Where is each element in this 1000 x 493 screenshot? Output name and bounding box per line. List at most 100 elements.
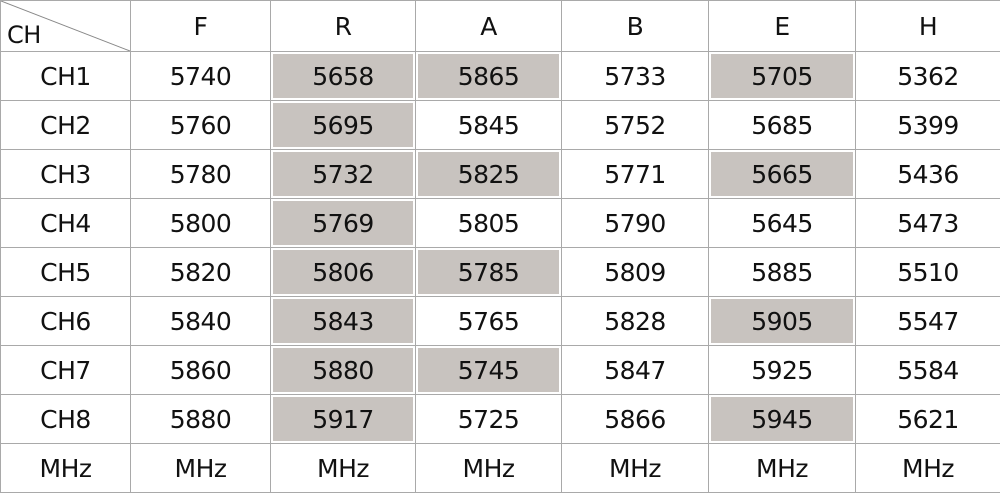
frequency-cell: 5510 [855,247,1000,297]
row-label-cell: CH1 [0,51,131,101]
frequency-value: 5745 [457,355,520,385]
frequency-cell: 5732 [270,149,416,199]
unit-label: MHz [462,453,516,483]
column-header-label: R [334,11,352,41]
frequency-cell: 5745 [415,345,562,395]
row-label: CH4 [40,208,91,238]
frequency-value: 5771 [604,159,666,189]
frequency-value: 5362 [897,61,959,91]
frequency-cell: 5785 [415,247,562,297]
frequency-cell: 5905 [708,296,856,346]
frequency-value: 5685 [751,110,813,140]
frequency-cell: 5733 [561,51,709,101]
frequency-value: 5880 [169,404,232,434]
frequency-value: 5845 [457,110,520,140]
unit-cell: MHz [270,443,416,493]
frequency-cell: 5825 [415,149,562,199]
frequency-value: 5925 [751,355,813,385]
column-header-label: A [480,11,497,41]
frequency-value: 5725 [457,404,520,434]
row-label: CH6 [40,306,91,336]
unit-label: MHz [174,453,228,483]
frequency-value: 5860 [169,355,232,385]
frequency-cell: 5760 [130,100,271,150]
corner-label: CH [7,21,41,49]
frequency-value: 5780 [169,159,232,189]
frequency-cell: 5845 [415,100,562,150]
frequency-value: 5905 [751,306,813,336]
frequency-value: 5800 [169,208,232,238]
unit-cell: MHz [0,443,131,493]
unit-label: MHz [317,453,370,483]
frequency-cell: 5584 [855,345,1000,395]
frequency-cell: 5866 [561,394,709,444]
frequency-value: 5785 [457,257,520,287]
frequency-cell: 5769 [270,198,416,248]
row-label: CH5 [40,257,91,287]
frequency-cell: 5820 [130,247,271,297]
frequency-cell: 5665 [708,149,856,199]
frequency-value: 5866 [604,404,666,434]
frequency-cell: 5399 [855,100,1000,150]
frequency-value: 5665 [751,159,813,189]
frequency-value: 5809 [604,257,666,287]
unit-cell: MHz [415,443,562,493]
header-row: CH F R A B E H [0,0,1000,52]
unit-label: MHz [756,453,809,483]
frequency-cell: 5740 [130,51,271,101]
frequency-value: 5806 [312,257,374,287]
frequency-cell: 5658 [270,51,416,101]
frequency-value: 5790 [604,208,666,238]
frequency-cell: 5880 [270,345,416,395]
table-row: CH8 5880 5917 5725 5866 5945 5621 [0,394,1000,444]
column-header-label: F [193,11,208,41]
column-header-label: H [918,11,938,41]
frequency-cell: 5621 [855,394,1000,444]
row-label-cell: CH2 [0,100,131,150]
row-label: CH7 [40,355,91,385]
frequency-value: 5865 [457,61,520,91]
column-header-h: H [855,0,1000,52]
frequency-value: 5510 [897,257,959,287]
unit-row: MHz MHz MHz MHz MHz MHz MHz [0,443,1000,493]
frequency-cell: 5752 [561,100,709,150]
row-label: CH1 [40,61,91,91]
frequency-cell: 5473 [855,198,1000,248]
row-label: CH8 [40,404,91,434]
frequency-cell: 5771 [561,149,709,199]
column-header-f: F [130,0,271,52]
table-row: CH2 5760 5695 5845 5752 5685 5399 [0,100,1000,150]
frequency-value: 5847 [604,355,666,385]
frequency-cell: 5362 [855,51,1000,101]
row-label: CH2 [40,110,91,140]
frequency-cell: 5800 [130,198,271,248]
frequency-value: 5732 [312,159,374,189]
unit-label: MHz [39,453,93,483]
frequency-cell: 5925 [708,345,856,395]
frequency-value: 5473 [897,208,959,238]
frequency-cell: 5765 [415,296,562,346]
frequency-cell: 5805 [415,198,562,248]
frequency-cell: 5725 [415,394,562,444]
frequency-cell: 5885 [708,247,856,297]
frequency-cell: 5843 [270,296,416,346]
table-row: CH3 5780 5732 5825 5771 5665 5436 [0,149,1000,199]
row-label-cell: CH8 [0,394,131,444]
unit-cell: MHz [855,443,1000,493]
frequency-value: 5945 [751,404,813,434]
frequency-value: 5733 [604,61,666,91]
frequency-cell: 5547 [855,296,1000,346]
frequency-value: 5769 [312,208,374,238]
frequency-value: 5695 [312,110,374,140]
frequency-value: 5584 [897,355,959,385]
frequency-value: 5645 [751,208,813,238]
frequency-cell: 5436 [855,149,1000,199]
unit-cell: MHz [130,443,271,493]
frequency-value: 5705 [751,61,813,91]
frequency-value: 5805 [457,208,520,238]
column-header-a: A [415,0,562,52]
frequency-value: 5765 [457,306,520,336]
column-header-e: E [708,0,856,52]
row-label-cell: CH3 [0,149,131,199]
